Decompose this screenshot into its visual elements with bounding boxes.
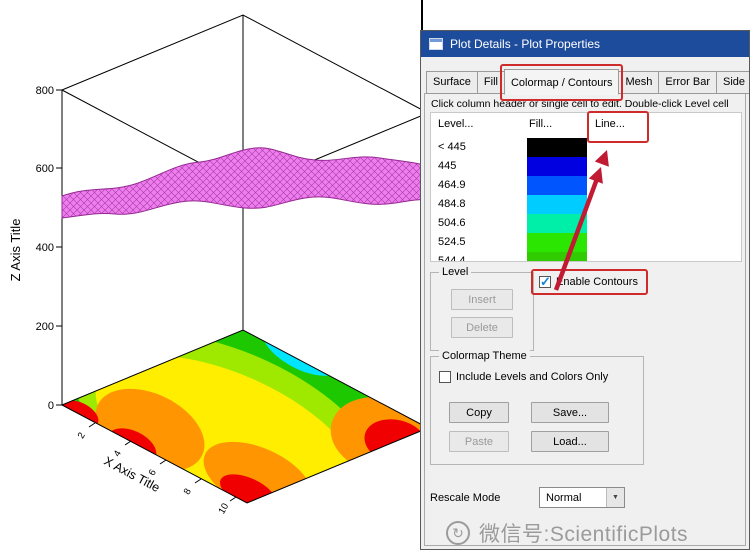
colormap-table-body: < 445 445 464.9 484.8 504.6 — [431, 138, 741, 261]
column-header-line-wrap: Line... — [587, 111, 649, 143]
column-header-fill[interactable]: Fill... — [529, 118, 553, 130]
tab-colormap-contours[interactable]: Colormap / Contours — [499, 64, 624, 101]
z-tick-200: 200 — [36, 321, 54, 333]
include-levels-row: Include Levels and Colors Only — [439, 371, 608, 383]
tab-label: Mesh — [625, 76, 653, 88]
dialog-icon — [429, 38, 443, 50]
tab-strip: Surface Fill Colormap / Contours Mesh Er… — [426, 64, 749, 101]
surface-mesh — [61, 147, 429, 219]
table-row: 484.8 — [431, 195, 741, 214]
dialog-titlebar[interactable]: Plot Details - Plot Properties — [421, 31, 749, 57]
column-header-line[interactable]: Line... — [595, 118, 625, 130]
x-tick-10: 10 — [216, 501, 231, 516]
level-cell[interactable]: 464.9 — [438, 179, 466, 191]
load-button-label: Load... — [553, 435, 587, 448]
enable-contours-row: Enable Contours — [531, 269, 648, 295]
x-tick-2: 2 — [76, 431, 88, 441]
load-button[interactable]: Load... — [531, 431, 609, 452]
fill-swatch[interactable] — [527, 138, 587, 157]
table-row: 544.4 — [431, 252, 741, 261]
tab-label: Surface — [433, 76, 471, 88]
chevron-down-icon[interactable] — [606, 488, 624, 507]
tab-mesh[interactable]: Mesh — [618, 71, 660, 94]
colormap-theme-group: Colormap Theme Include Levels and Colors… — [430, 350, 644, 465]
level-cell[interactable]: 504.6 — [438, 217, 466, 229]
include-levels-label: Include Levels and Colors Only — [456, 371, 609, 383]
x-tick-8: 8 — [182, 487, 194, 497]
level-cell[interactable]: 544.4 — [438, 255, 466, 261]
table-row: 504.6 — [431, 214, 741, 233]
3d-plot: 0 200 400 600 800 2 4 6 8 10 Z Axis Titl… — [8, 0, 429, 516]
z-axis-title: Z Axis Title — [8, 219, 23, 282]
copy-button-label: Copy — [466, 406, 492, 419]
edit-instruction: Click column header or single cell to ed… — [431, 98, 729, 110]
enable-contours-label: Enable Contours — [556, 276, 638, 288]
level-group: Level Insert Delete — [430, 266, 534, 351]
x-tick-6: 6 — [147, 468, 159, 478]
table-row: 445 — [431, 157, 741, 176]
fill-swatch[interactable] — [527, 214, 587, 233]
fill-swatch[interactable] — [527, 176, 587, 195]
include-levels-checkbox[interactable] — [439, 371, 451, 383]
level-group-label: Level — [439, 266, 472, 278]
column-header-level[interactable]: Level... — [438, 118, 474, 130]
enable-contours-checkbox[interactable] — [539, 274, 551, 290]
level-cell[interactable]: 524.5 — [438, 236, 466, 248]
z-tick-800: 800 — [36, 85, 54, 97]
copy-button[interactable]: Copy — [449, 402, 509, 423]
insert-button-label: Insert — [468, 293, 496, 306]
save-button[interactable]: Save... — [531, 402, 609, 423]
watermark-text: 微信号:ScientificPlots — [479, 523, 689, 546]
rescale-mode-value: Normal — [546, 491, 582, 504]
level-cell[interactable]: 484.8 — [438, 198, 466, 210]
z-tick-0: 0 — [48, 400, 54, 412]
paste-button[interactable]: Paste — [449, 431, 509, 452]
x-axis-ticks — [88, 422, 237, 502]
tab-error-bar[interactable]: Error Bar — [658, 71, 718, 94]
delete-button[interactable]: Delete — [451, 317, 513, 338]
tab-surface[interactable]: Surface — [426, 71, 478, 94]
delete-button-label: Delete — [466, 321, 498, 334]
tab-label: Colormap / Contours — [510, 77, 613, 89]
colormap-theme-label: Colormap Theme — [439, 350, 530, 362]
colormap-table-header: Level... Fill... Line... — [431, 111, 741, 143]
save-button-label: Save... — [552, 406, 588, 419]
fill-swatch[interactable] — [527, 195, 587, 214]
table-row: 524.5 — [431, 233, 741, 252]
insert-button[interactable]: Insert — [451, 289, 513, 310]
rescale-mode-dropdown[interactable]: Normal — [539, 487, 625, 508]
dialog-title: Plot Details - Plot Properties — [450, 37, 601, 51]
tab-fill[interactable]: Fill — [476, 71, 505, 94]
z-tick-labels: 0 200 400 600 800 — [36, 85, 54, 412]
tab-side[interactable]: Side — [716, 71, 749, 94]
level-cell[interactable]: 445 — [438, 160, 457, 172]
fill-swatch[interactable] — [527, 157, 587, 176]
watermark: 微信号:ScientificPlots — [446, 518, 688, 548]
plot-details-dialog: Plot Details - Plot Properties Surface F… — [420, 30, 750, 550]
tab-label: Side — [723, 76, 746, 88]
tab-label: Fill — [483, 76, 498, 88]
rescale-mode-label: Rescale Mode — [430, 492, 501, 504]
tab-label: Error Bar — [665, 76, 711, 88]
share-icon — [446, 521, 470, 545]
paste-button-label: Paste — [464, 435, 494, 448]
level-cell[interactable]: < 445 — [438, 141, 466, 153]
z-tick-600: 600 — [36, 163, 54, 175]
colormap-table: Level... Fill... Line... < 445 445 464.9 — [430, 111, 742, 262]
z-axis-ticks — [56, 89, 62, 406]
table-row: < 445 — [431, 138, 741, 157]
fill-swatch[interactable] — [527, 233, 587, 252]
x-tick-labels: 2 4 6 8 10 — [76, 431, 231, 516]
x-tick-4: 4 — [112, 449, 124, 459]
z-tick-400: 400 — [36, 242, 54, 254]
table-row: 464.9 — [431, 176, 741, 195]
fill-swatch[interactable] — [527, 252, 587, 261]
